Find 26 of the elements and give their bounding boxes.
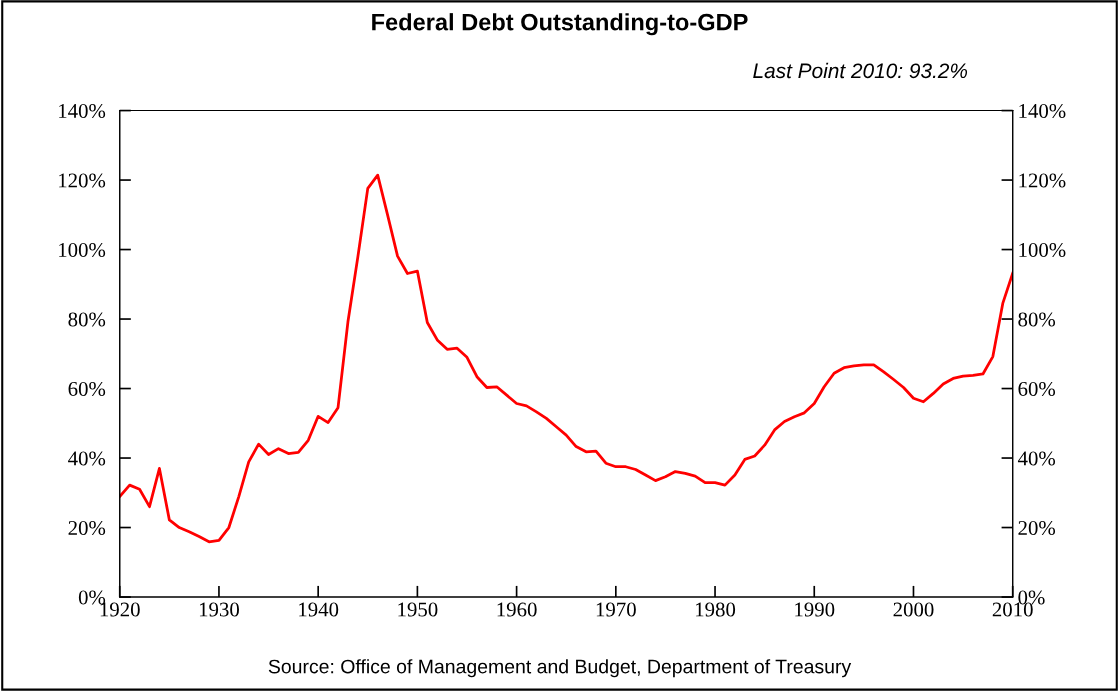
- chart-subtitle: Last Point 2010: 93.2%: [753, 62, 968, 79]
- x-tick-label: 1930: [199, 602, 239, 617]
- y2-tick-label: 140%: [1019, 103, 1066, 119]
- y2-tick-label: 80%: [1018, 312, 1056, 327]
- chart-title: Federal Debt Outstanding-to-GDP: [372, 13, 748, 36]
- y-tick-label: 80%: [68, 312, 106, 327]
- x-tick-label: 1960: [497, 602, 537, 617]
- x-tick-label: 1970: [596, 602, 636, 617]
- y-tick-label: 120%: [59, 173, 106, 188]
- x-tick-label: 2000: [893, 602, 934, 617]
- x-tick-label: 1990: [795, 602, 835, 617]
- y2-tick-label: 120%: [1019, 173, 1066, 188]
- source-note: Source: Office of Management and Budget, Department of Treasury: [268, 659, 852, 678]
- y-tick-label: 100%: [59, 242, 106, 258]
- y2-tick-label: 60%: [1018, 381, 1056, 397]
- x-tick-label: 1950: [398, 602, 438, 617]
- y-tick-label: 40%: [68, 451, 106, 466]
- x-tick-label: 1980: [696, 602, 736, 617]
- y2-tick-label: 20%: [1018, 520, 1056, 536]
- y-tick-label: 140%: [59, 103, 106, 119]
- x-tick-label: 1940: [299, 602, 339, 617]
- y-tick-label: 20%: [68, 520, 106, 536]
- y2-tick-label: 40%: [1017, 451, 1056, 466]
- y-tick-label: 60%: [68, 381, 106, 397]
- line-series: [119, 173, 1013, 544]
- y2-tick-label: 100%: [1019, 242, 1066, 258]
